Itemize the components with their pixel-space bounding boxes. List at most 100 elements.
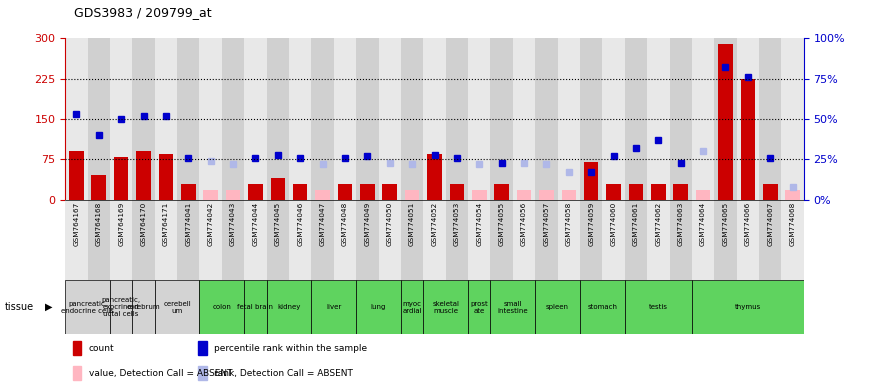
Bar	[428, 154, 441, 200]
Text: small
intestine: small intestine	[498, 301, 528, 314]
Bar	[382, 184, 397, 200]
Bar	[289, 200, 311, 280]
Text: GSM774057: GSM774057	[543, 202, 549, 247]
Bar	[692, 280, 804, 334]
Text: cerebrum: cerebrum	[127, 304, 160, 310]
Bar	[222, 38, 244, 200]
Text: GSM764171: GSM764171	[163, 202, 169, 247]
Bar	[88, 38, 110, 200]
Text: GSM774044: GSM774044	[252, 202, 258, 247]
Bar	[423, 200, 446, 280]
Text: prost
ate: prost ate	[470, 301, 488, 314]
Bar	[759, 200, 781, 280]
Text: GSM774067: GSM774067	[767, 202, 773, 247]
Bar	[535, 200, 558, 280]
Text: value, Detection Call = ABSENT: value, Detection Call = ABSENT	[89, 369, 232, 377]
Bar	[580, 38, 602, 200]
Bar	[110, 200, 132, 280]
Bar	[311, 200, 334, 280]
Bar	[490, 38, 513, 200]
Text: GSM774042: GSM774042	[208, 202, 214, 247]
Bar	[132, 280, 155, 334]
Text: GSM764170: GSM764170	[141, 202, 147, 247]
Text: GSM774050: GSM774050	[387, 202, 393, 247]
Bar	[539, 190, 554, 200]
Text: GSM774068: GSM774068	[790, 202, 796, 247]
Bar	[669, 200, 692, 280]
Text: spleen: spleen	[546, 304, 569, 310]
Bar	[472, 190, 487, 200]
Bar	[490, 280, 535, 334]
Text: GSM774055: GSM774055	[499, 202, 505, 247]
Text: pancreatic,
endocrine cells: pancreatic, endocrine cells	[61, 301, 114, 314]
Bar	[356, 280, 401, 334]
Text: testis: testis	[649, 304, 668, 310]
Bar	[91, 175, 106, 200]
Text: kidney: kidney	[277, 304, 301, 310]
Bar	[490, 200, 513, 280]
Bar	[132, 200, 155, 280]
Text: skeletal
muscle: skeletal muscle	[432, 301, 459, 314]
Bar	[446, 38, 468, 200]
Text: GDS3983 / 209799_at: GDS3983 / 209799_at	[74, 6, 211, 19]
Bar	[155, 280, 200, 334]
Bar	[423, 280, 468, 334]
Bar	[222, 200, 244, 280]
Bar	[446, 200, 468, 280]
Text: GSM774045: GSM774045	[275, 202, 281, 247]
Bar	[423, 38, 446, 200]
Bar	[584, 162, 599, 200]
Bar	[692, 38, 714, 200]
Bar	[468, 38, 490, 200]
Bar	[311, 280, 356, 334]
Bar	[110, 280, 132, 334]
Bar	[737, 200, 759, 280]
Text: GSM774047: GSM774047	[320, 202, 326, 247]
Text: ▶: ▶	[45, 302, 53, 312]
Bar	[692, 200, 714, 280]
Text: GSM764168: GSM764168	[96, 202, 102, 247]
Bar	[132, 38, 155, 200]
Bar	[625, 38, 647, 200]
Bar	[70, 151, 83, 200]
Text: GSM764169: GSM764169	[118, 202, 124, 247]
Bar	[181, 184, 196, 200]
Bar	[580, 200, 602, 280]
Bar	[580, 280, 625, 334]
Bar	[696, 190, 710, 200]
Bar	[293, 184, 308, 200]
Text: GSM774043: GSM774043	[230, 202, 236, 247]
Bar	[714, 38, 737, 200]
Text: GSM774064: GSM774064	[700, 202, 706, 247]
Text: GSM774060: GSM774060	[611, 202, 617, 247]
Text: GSM774054: GSM774054	[476, 202, 482, 247]
Bar	[155, 38, 177, 200]
Bar	[200, 200, 222, 280]
Bar	[714, 200, 737, 280]
Bar	[647, 200, 669, 280]
Bar	[200, 38, 222, 200]
Bar	[379, 200, 401, 280]
Text: pancreatic,
exocrine-d
uctal cells: pancreatic, exocrine-d uctal cells	[102, 297, 141, 317]
Bar	[334, 38, 356, 200]
Text: GSM774051: GSM774051	[409, 202, 415, 247]
Text: GSM774059: GSM774059	[588, 202, 594, 247]
Bar	[468, 200, 490, 280]
Bar	[494, 184, 509, 200]
Bar	[334, 200, 356, 280]
Bar	[65, 38, 88, 200]
Bar	[110, 38, 132, 200]
Bar	[203, 190, 218, 200]
Bar	[535, 280, 580, 334]
Text: GSM774061: GSM774061	[633, 202, 639, 247]
Text: GSM774056: GSM774056	[521, 202, 527, 247]
Bar	[781, 38, 804, 200]
Text: GSM774063: GSM774063	[678, 202, 684, 247]
Bar	[267, 38, 289, 200]
Text: GSM774048: GSM774048	[342, 202, 348, 247]
Bar	[338, 184, 352, 200]
Bar	[737, 38, 759, 200]
Bar	[535, 38, 558, 200]
Text: GSM774066: GSM774066	[745, 202, 751, 247]
Bar	[244, 200, 267, 280]
